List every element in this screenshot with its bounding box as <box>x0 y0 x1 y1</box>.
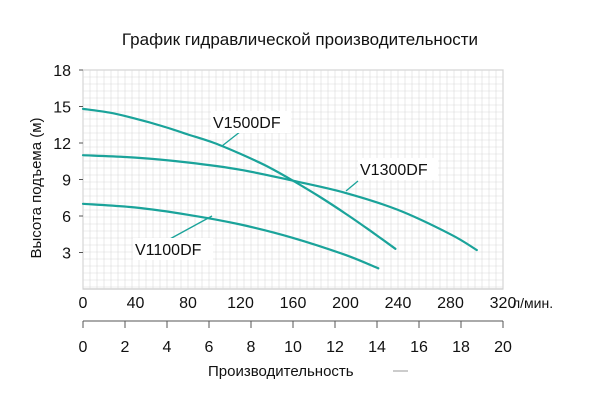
x-tick-label-lpm: 200 <box>332 295 359 312</box>
x-tick-label-m3h: 10 <box>284 339 302 356</box>
x-tick-label-lpm: 320 <box>490 295 517 312</box>
series-line-v1300df <box>81 154 478 252</box>
x-axis-ticks-lpm: 0 40 80 120 160 200 240 280 320 <box>79 295 517 312</box>
x-tick-label-m3h: 2 <box>121 339 130 356</box>
x-tick-label-lpm: 80 <box>179 295 197 312</box>
x-tick-label-m3h: 12 <box>326 339 344 356</box>
series-label-v1300df: V1300DF <box>360 162 428 179</box>
x-tick-label-lpm: 240 <box>385 295 412 312</box>
x-tick-label-lpm: 160 <box>280 295 307 312</box>
x-tick-label-m3h: 16 <box>410 339 428 356</box>
series-label-v1100df: V1100DF <box>135 242 202 259</box>
y-tick-label: 3 <box>62 246 71 263</box>
x-tick-label-lpm: 40 <box>127 295 145 312</box>
x-axis-unit-label: л/мин. <box>512 295 553 311</box>
series-labels-layer: V1500DF V1300DF V1100DF <box>133 111 438 260</box>
x-tick-label-m3h: 14 <box>368 339 386 356</box>
x-tick-label-lpm: 120 <box>227 295 254 312</box>
chart-title: График гидравлической производительности <box>122 30 478 49</box>
x-tick-label-m3h: 8 <box>247 339 256 356</box>
series-label-v1500df: V1500DF <box>213 115 281 132</box>
series-label-bg-v1500df <box>211 111 291 133</box>
series-label-bg-v1300df <box>358 158 438 180</box>
x-tick-label-m3h: 6 <box>205 339 214 356</box>
x-tick-label-m3h: 20 <box>494 339 512 356</box>
series-line-v1100df <box>81 202 380 270</box>
y-tick-label: 12 <box>53 136 71 153</box>
x-axis-ticks-m3h: 0 2 4 6 8 10 12 14 16 18 20 <box>79 320 512 356</box>
series-layer <box>81 107 478 270</box>
series-leader-v1300df <box>345 180 359 192</box>
series-label-bg-v1100df <box>133 238 213 260</box>
x-tick-label-m3h: 4 <box>163 339 172 356</box>
y-tick-label: 6 <box>62 209 71 226</box>
x-tick-label-m3h: 0 <box>79 339 88 356</box>
x-tick-label-m3h: 18 <box>452 339 470 356</box>
y-axis-title: Высота подъема (м) <box>28 117 45 258</box>
x-tick-label-lpm: 0 <box>79 295 88 312</box>
y-tick-label: 18 <box>53 63 71 80</box>
y-tick-label: 15 <box>53 100 71 117</box>
y-axis-ticks: 3 6 9 12 15 18 <box>53 63 83 263</box>
x-axis-title: Производительность <box>208 363 354 380</box>
series-line-v1500df <box>81 107 397 250</box>
x-tick-label-lpm: 280 <box>437 295 464 312</box>
y-tick-label: 9 <box>62 173 71 190</box>
series-leader-v1100df <box>167 215 213 241</box>
